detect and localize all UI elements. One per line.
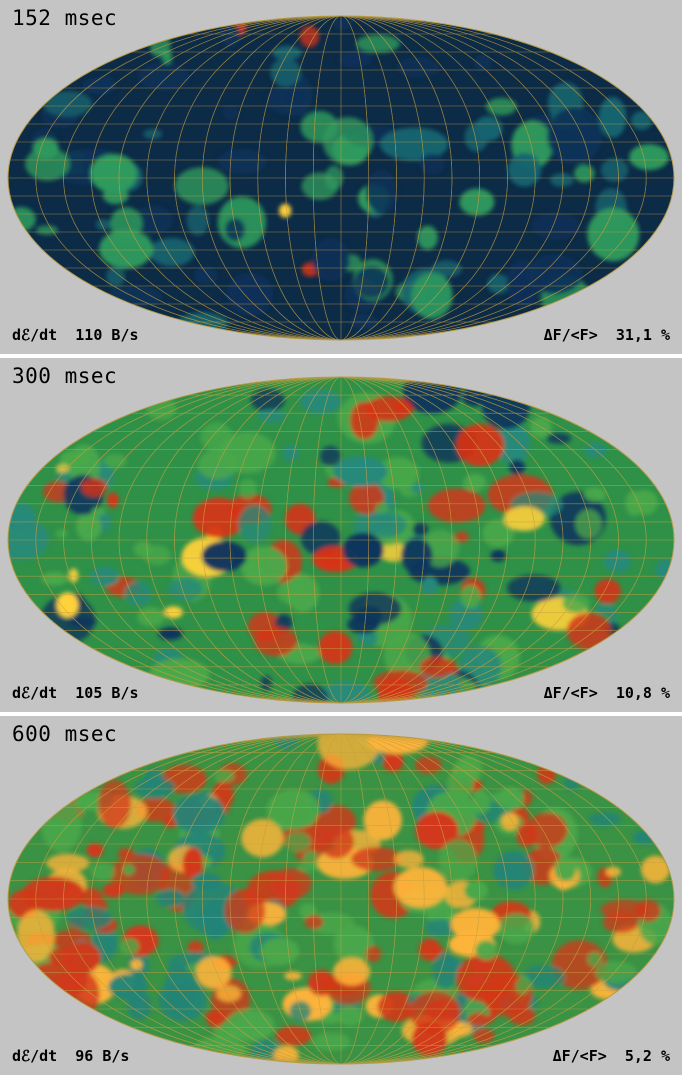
energy-rate-readout: dℰ/dt 110 B/s [12,326,139,344]
flux-fluctuation-label: ΔF/<F> [552,1047,607,1065]
energy-rate-label: dℰ/dt [12,1047,58,1065]
energy-rate-readout: dℰ/dt 96 B/s [12,1047,129,1065]
energy-rate-label: dℰ/dt [12,684,58,702]
time-label: 152 msec [12,6,118,30]
flux-fluctuation-label: ΔF/<F> [543,684,598,702]
time-label: 300 msec [12,364,118,388]
panel-divider [0,354,682,358]
flux-fluctuation-value: 31,1 % [615,326,670,344]
flux-fluctuation-readout: ΔF/<F> 10,8 % [544,684,670,702]
mollweide-map-3 [7,733,675,1065]
flux-fluctuation-readout: ΔF/<F> 5,2 % [553,1047,670,1065]
flux-fluctuation-label: ΔF/<F> [543,326,598,344]
skymap-panel-3: 600 msec dℰ/dt 96 B/s ΔF/<F> 5,2 % [0,716,682,1075]
flux-fluctuation-value: 5,2 % [624,1047,670,1065]
mollweide-map-2 [7,376,675,704]
mollweide-map-1 [7,15,675,341]
skymap-panel-2: 300 msec dℰ/dt 105 B/s ΔF/<F> 10,8 % [0,358,682,712]
energy-rate-readout: dℰ/dt 105 B/s [12,684,139,702]
flux-fluctuation-readout: ΔF/<F> 31,1 % [544,326,670,344]
flux-fluctuation-value: 10,8 % [615,684,670,702]
panel-divider [0,712,682,716]
energy-rate-value: 96 B/s [75,1047,130,1065]
time-label: 600 msec [12,722,118,746]
energy-rate-value: 110 B/s [75,326,139,344]
energy-rate-value: 105 B/s [75,684,139,702]
energy-rate-label: dℰ/dt [12,326,58,344]
skymap-panel-1: 152 msec dℰ/dt 110 B/s ΔF/<F> 31,1 % [0,0,682,354]
